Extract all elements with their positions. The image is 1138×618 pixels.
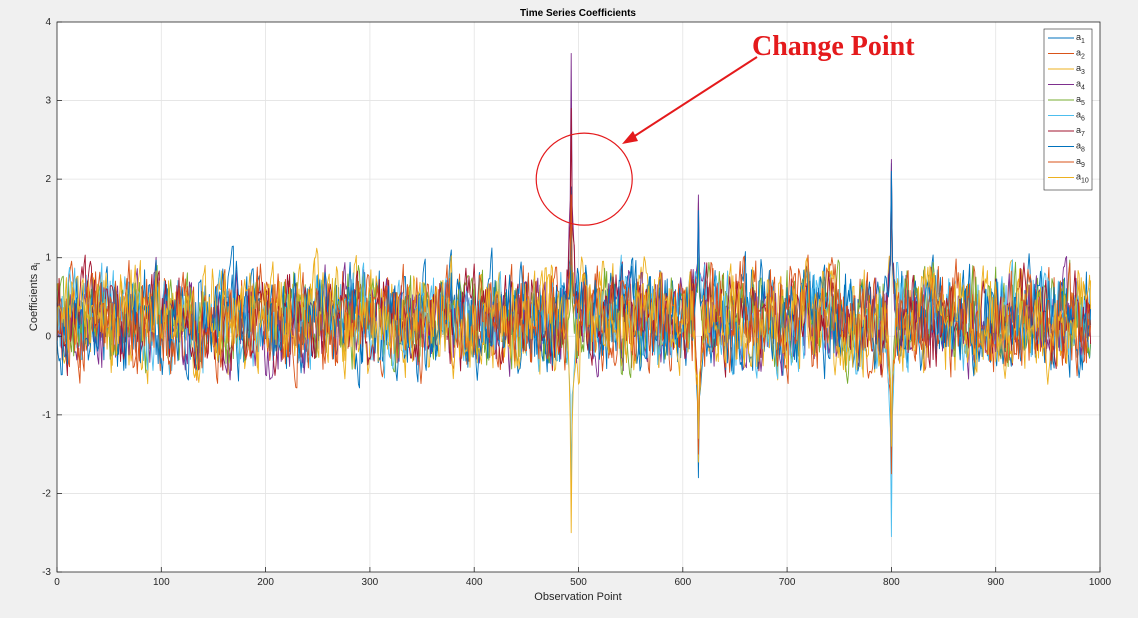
series-lines [56, 52, 1092, 538]
legend-label-a8: a8 [1076, 141, 1085, 154]
annotation-text: Change Point [752, 31, 915, 62]
legend-label-main: a [1076, 156, 1081, 166]
legend-label-a7: a7 [1076, 125, 1085, 138]
annotation-arrow-head [622, 131, 638, 144]
y-tick-label: 3 [45, 96, 51, 107]
y-tick-label: -1 [42, 410, 51, 421]
legend-label-a5: a5 [1076, 94, 1085, 107]
legend-label-main: a [1076, 110, 1081, 120]
legend-label-subscript: 4 [1081, 85, 1085, 92]
axis-ticks: 0 100 200 300 400 500 600 700 800 900 1000 -3 -2 -1 0 1… [42, 17, 1111, 588]
y-axis-title-group: Coefficients ai [28, 263, 42, 331]
x-tick-label: 800 [883, 577, 900, 588]
y-tick-label: -2 [42, 488, 51, 499]
grid-lines [57, 22, 1100, 572]
x-tick-label: 1000 [1089, 577, 1112, 588]
x-tick-label: 0 [54, 577, 60, 588]
legend-label-subscript: 3 [1081, 69, 1085, 76]
legend-label-subscript: 7 [1081, 131, 1085, 138]
legend-label-main: a [1076, 63, 1081, 73]
y-tick-label: -3 [42, 567, 51, 578]
legend-label-a3: a3 [1076, 63, 1085, 76]
y-axis-title-main: Coefficients a [28, 264, 40, 331]
y-tick-label: 0 [45, 331, 51, 342]
legend-label-subscript: 5 [1081, 100, 1085, 107]
x-axis-title: Observation Point [534, 591, 621, 603]
x-tick-label: 300 [362, 577, 379, 588]
x-tick-label: 500 [570, 577, 587, 588]
x-tick-label: 900 [987, 577, 1004, 588]
legend-label-main: a [1076, 94, 1081, 104]
legend-label-a1: a1 [1076, 32, 1085, 45]
legend-label-a4: a4 [1076, 79, 1085, 92]
y-tick-label: 4 [45, 17, 51, 28]
legend-label-a2: a2 [1076, 48, 1085, 61]
series-line-a10 [56, 256, 1092, 534]
legend-label-main: a [1076, 79, 1081, 89]
legend-label-main: a [1076, 141, 1081, 151]
chart-title: Time Series Coefficients [520, 8, 636, 19]
annotation-arrow-shaft [629, 56, 758, 140]
y-tick-label: 2 [45, 174, 51, 185]
legend-label-main: a [1076, 125, 1081, 135]
legend-label-subscript: 1 [1081, 38, 1085, 45]
y-axis-title: Coefficients ai [28, 263, 42, 331]
x-tick-label: 700 [779, 577, 796, 588]
legend-label-subscript: 10 [1081, 178, 1089, 185]
legend-label-subscript: 9 [1081, 162, 1085, 169]
legend-label-main: a [1076, 32, 1081, 42]
x-tick-label: 400 [466, 577, 483, 588]
change-point-annotation: Change Point [535, 31, 915, 226]
x-tick-label: 100 [153, 577, 170, 588]
legend-label-a6: a6 [1076, 110, 1085, 123]
change-point-circle [535, 132, 633, 226]
legend-label-a10: a10 [1076, 172, 1089, 185]
legend-label-subscript: 2 [1081, 54, 1085, 61]
legend-label-main: a [1076, 48, 1081, 58]
legend-label-subscript: 6 [1081, 116, 1085, 123]
y-axis-title-subscript: i [33, 263, 42, 265]
legend-label-main: a [1076, 172, 1081, 182]
y-tick-label: 1 [45, 253, 51, 264]
legend-label-subscript: 8 [1081, 147, 1085, 154]
x-tick-label: 200 [257, 577, 274, 588]
legend-label-a9: a9 [1076, 156, 1085, 169]
legend-box [1043, 28, 1093, 191]
x-tick-label: 600 [674, 577, 691, 588]
